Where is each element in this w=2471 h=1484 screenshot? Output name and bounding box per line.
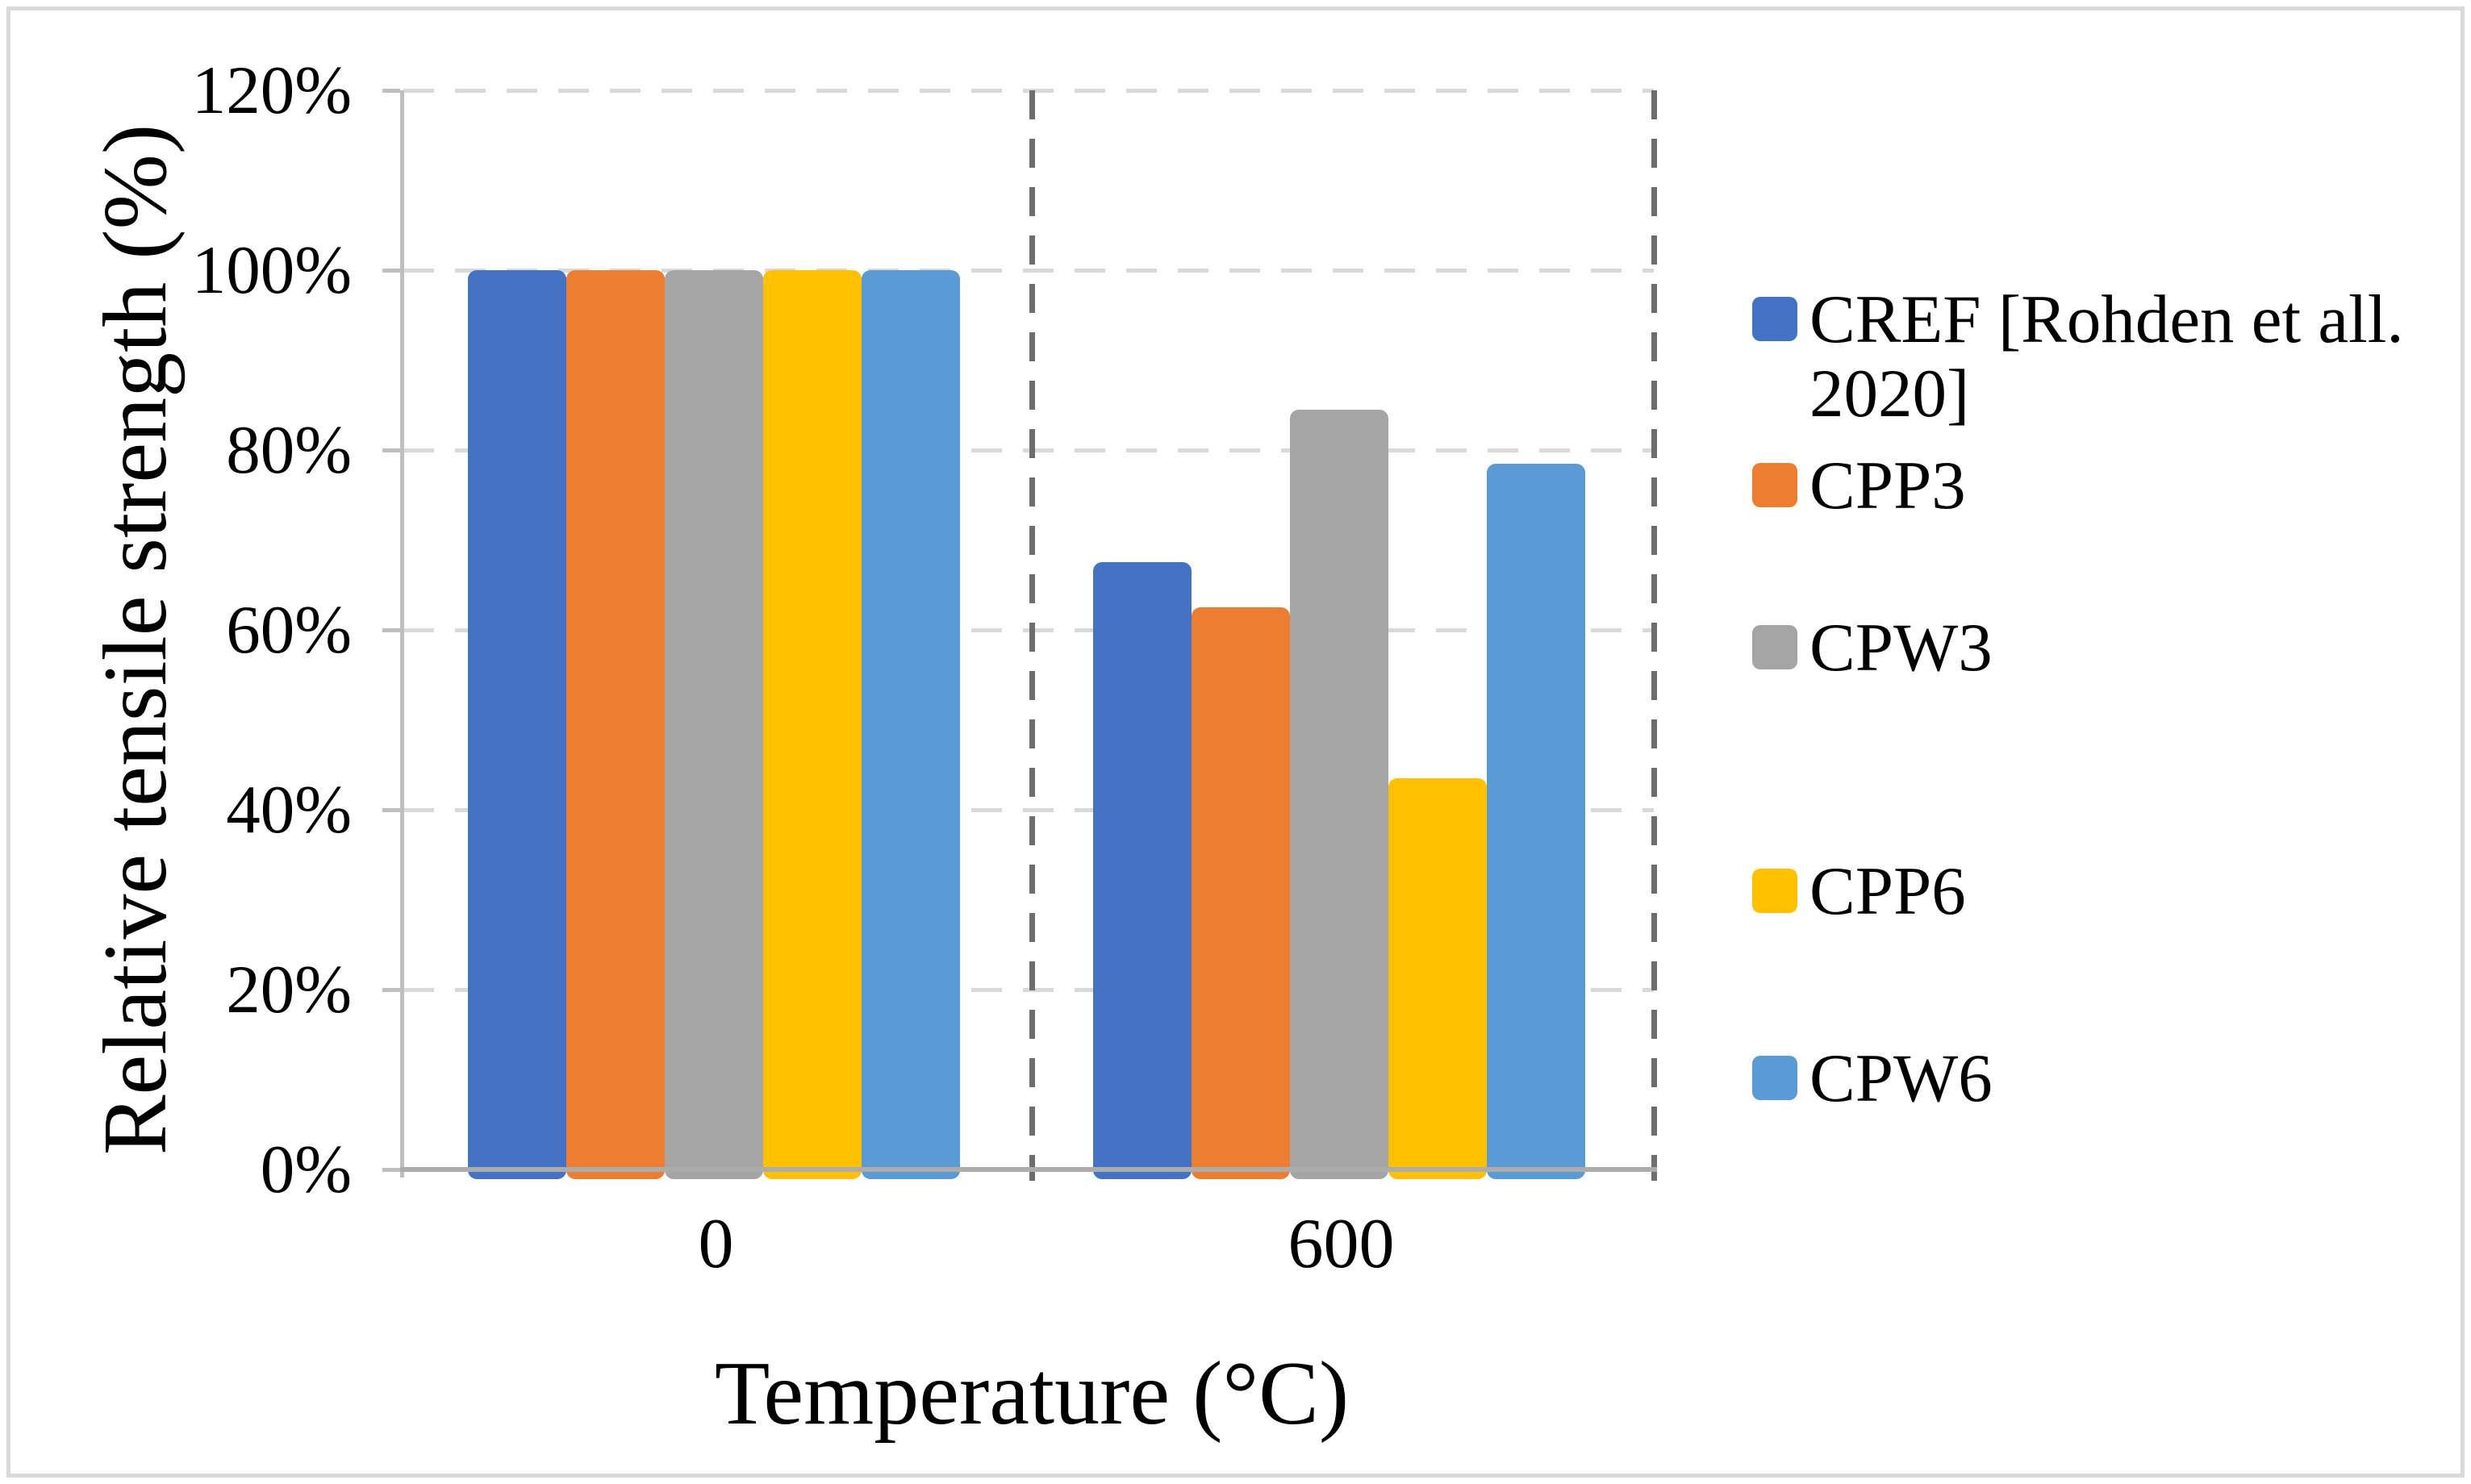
plot-right-border-line: [1651, 90, 1657, 1181]
x-axis-line: [400, 1167, 1657, 1172]
gridline-100%: [403, 269, 1654, 273]
bar-cpp3-600: [1192, 607, 1290, 1179]
legend-label-cref: CREF [Rohden et all. 2020]: [1809, 282, 2404, 431]
legend-swatch-cpp3: [1752, 463, 1797, 507]
bar-cref-600: [1093, 562, 1192, 1179]
bar-cpw6-0: [862, 270, 960, 1179]
bar-cpp3-0: [566, 270, 665, 1179]
legend-swatch-cpp6: [1752, 869, 1797, 913]
legend-swatch-cpw6: [1752, 1056, 1797, 1100]
y-axis-tick-80%: [382, 448, 400, 452]
bar-cpw3-600: [1290, 409, 1388, 1179]
gridline-40%: [403, 808, 1654, 812]
y-tick-label-20%: 20%: [226, 952, 352, 1028]
x-tick-label-600: 600: [1288, 1205, 1395, 1283]
y-tick-label-80%: 80%: [226, 412, 352, 488]
legend-label-line: CPW3: [1809, 610, 1993, 686]
gridline-20%: [403, 988, 1654, 992]
legend-label-line: CPW6: [1809, 1040, 1993, 1116]
legend-label-cpw3: CPW3: [1809, 611, 1993, 685]
y-axis-title: Relative tensile strength (%): [86, 123, 186, 1156]
bar-cpw6-600: [1487, 463, 1585, 1179]
gridline-60%: [403, 628, 1654, 632]
y-tick-label-0%: 0%: [260, 1132, 352, 1207]
gridline-80%: [403, 448, 1654, 452]
legend-label-cpw6: CPW6: [1809, 1041, 1993, 1115]
bar-cpw3-0: [665, 270, 763, 1179]
y-axis-tick-20%: [382, 988, 400, 992]
y-axis-line: [400, 90, 404, 1178]
legend-label-line: CREF [Rohden et all.: [1809, 281, 2404, 357]
legend-swatch-cpw3: [1752, 625, 1797, 669]
y-tick-label-100%: 100%: [191, 232, 352, 308]
legend-label-cpp3: CPP3: [1809, 448, 1966, 523]
legend-label-cpp6: CPP6: [1809, 854, 1966, 928]
bar-cref-0: [468, 270, 566, 1179]
legend-label-line: CPP6: [1809, 853, 1966, 929]
y-tick-label-60%: 60%: [226, 592, 352, 668]
bar-cpp6-0: [763, 270, 862, 1179]
y-tick-label-40%: 40%: [226, 772, 352, 848]
category-separator-line: [1029, 90, 1035, 1181]
y-axis-tick-0%: [382, 1168, 400, 1172]
x-tick-label-0: 0: [698, 1205, 734, 1283]
legend-label-line: CPP3: [1809, 448, 1966, 523]
legend-label-line: 2020]: [1809, 356, 1970, 431]
y-tick-label-120%: 120%: [191, 52, 352, 128]
y-axis-tick-60%: [382, 628, 400, 632]
x-axis-title: Temperature (°C): [714, 1344, 1350, 1444]
y-axis-tick-40%: [382, 808, 400, 812]
y-axis-tick-120%: [382, 89, 400, 93]
legend-swatch-cref: [1752, 297, 1797, 341]
gridline-120%: [403, 89, 1654, 93]
bar-cpp6-600: [1388, 777, 1487, 1179]
y-axis-tick-100%: [382, 269, 400, 273]
